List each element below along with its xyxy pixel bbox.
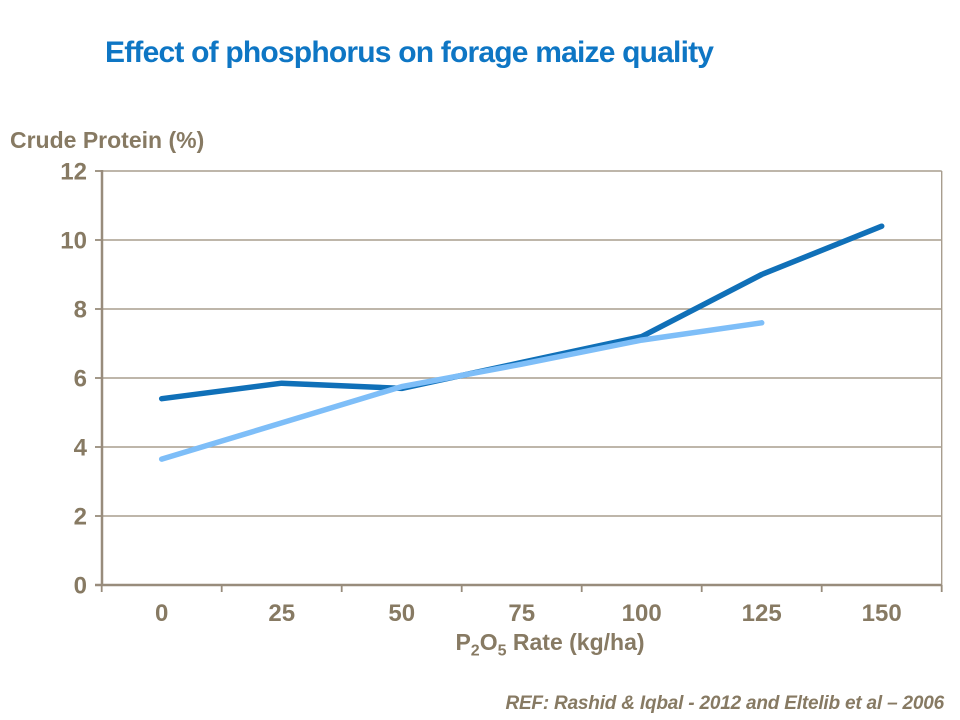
series-line-2-series-2-light-blue [158,320,765,462]
y-tick-label-10: 10 [60,228,87,255]
y-tick-label-12: 12 [60,159,87,186]
x-tick-label-0: 0 [155,600,168,627]
x-axis-title-base1: P [455,629,471,655]
x-tick-label-50: 50 [388,600,415,627]
y-tick-label-6: 6 [74,366,87,393]
y-tick-label-0: 0 [74,573,87,600]
x-axis-title-sub1: 2 [470,642,480,660]
y-axis-title: Crude Protein (%) [10,127,205,153]
x-axis-title-base2: O [479,629,498,655]
series-line-1-series-1-dark-blue [158,223,885,402]
x-tick-label-75: 75 [508,600,535,627]
x-axis-title: P2O5 Rate (kg/ha) [250,629,850,659]
y-tick-label-8: 8 [74,297,87,324]
y-tick-label-2: 2 [74,504,87,531]
x-tick-label-125: 125 [742,600,782,627]
reference-note: REF: Rashid & Iqbal - 2012 and Eltelib e… [505,693,944,714]
chart-title: Effect of phosphorus on forage maize qua… [105,36,714,69]
x-tick-label-100: 100 [622,600,662,627]
x-axis-title-rest: Rate (kg/ha) [506,629,645,655]
y-tick-label-4: 4 [74,435,88,462]
x-tick-label-25: 25 [268,600,295,627]
x-axis-title-sub2: 5 [497,642,507,660]
x-tick-label-150: 150 [862,600,902,627]
